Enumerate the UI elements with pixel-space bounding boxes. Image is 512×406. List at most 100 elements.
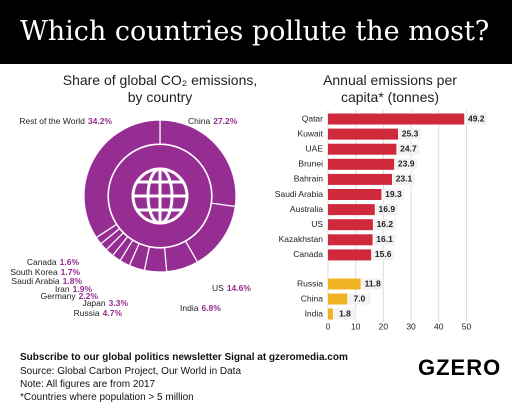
slice-value: 2.2% <box>79 291 99 301</box>
donut-slice <box>83 119 161 239</box>
y-tick-label: Saudi Arabia <box>275 189 323 199</box>
page-title: Which countries pollute the most? <box>0 0 512 64</box>
slice-label: China 27.2% <box>188 116 238 126</box>
value-label: 49.2 <box>468 113 485 123</box>
y-tick-label: India <box>305 308 324 318</box>
bar <box>328 128 399 140</box>
slice-value: 14.6% <box>227 283 252 293</box>
note: Note: All figures are from 2017 <box>20 379 156 390</box>
value-label: 11.8 <box>365 278 381 288</box>
value-label: 19.3 <box>385 189 402 199</box>
bar <box>328 204 375 216</box>
value-label-bg <box>333 308 356 320</box>
slice-label: Germany 2.2% <box>41 291 99 301</box>
value-label-bg <box>465 113 488 125</box>
slice-label: India 6.8% <box>180 303 221 313</box>
slice-label: Rest of the World 34.2% <box>19 116 112 126</box>
bar <box>328 143 397 155</box>
value-label: 23.1 <box>396 174 413 184</box>
slice-name: Japan <box>82 298 105 308</box>
bar <box>328 173 392 185</box>
x-tick-label: 10 <box>351 321 361 331</box>
bar <box>328 113 465 125</box>
x-tick-label: 20 <box>379 321 389 331</box>
slice-name: South Korea <box>10 267 58 277</box>
slice-name: Rest of the World <box>19 116 85 126</box>
value-label: 16.9 <box>379 204 396 214</box>
slice-name: Saudi Arabia <box>11 276 59 286</box>
x-tick-label: 30 <box>406 321 416 331</box>
bar <box>328 158 395 170</box>
slice-label: US 14.6% <box>212 283 251 293</box>
slice-label: Canada 1.6% <box>27 257 80 267</box>
y-tick-label: US <box>311 219 323 229</box>
y-tick-label: Canada <box>293 249 323 259</box>
value-label-bg <box>373 234 396 246</box>
slice-value: 4.7% <box>103 308 123 318</box>
y-tick-label: Kazakhstan <box>279 234 324 244</box>
bar <box>328 234 373 246</box>
slice-value: 1.7% <box>61 267 81 277</box>
value-label: 25.3 <box>402 128 419 138</box>
bar <box>328 189 382 200</box>
slice-name: Iran <box>55 284 70 294</box>
x-tick-label: 0 <box>326 321 331 331</box>
bar <box>328 278 361 290</box>
value-label: 16.2 <box>377 219 394 229</box>
slice-value: 6.8% <box>201 303 221 313</box>
slice-value: 1.6% <box>60 257 80 267</box>
value-label: 1.8 <box>339 308 351 318</box>
slice-name: Russia <box>74 308 100 318</box>
slice-label: Japan 3.3% <box>82 298 128 308</box>
value-label: 15.6 <box>375 249 392 259</box>
y-tick-label: Bahrain <box>294 174 324 184</box>
value-label-bg <box>375 204 398 216</box>
logo: GZERO <box>418 355 502 380</box>
slice-value: 27.2% <box>213 116 238 126</box>
slice-value: 1.8% <box>63 276 83 286</box>
y-tick-label: UAE <box>306 143 324 153</box>
value-label-bg <box>348 293 371 305</box>
slice-value: 34.2% <box>88 116 113 126</box>
x-tick-label: 50 <box>462 321 472 331</box>
value-label: 16.1 <box>376 234 393 244</box>
slice-value: 3.3% <box>109 298 129 308</box>
x-tick-label: 40 <box>434 321 444 331</box>
value-label-bg <box>395 158 418 170</box>
value-label-bg <box>397 143 420 155</box>
bar <box>328 219 373 231</box>
value-label: 23.9 <box>398 159 415 169</box>
y-tick-label: Kuwait <box>297 128 323 138</box>
globe-icon <box>131 167 189 225</box>
slice-name: US <box>212 283 224 293</box>
value-label: 24.7 <box>400 143 417 153</box>
slice-label: South Korea 1.7% <box>10 267 80 277</box>
footnote: *Countries where population > 5 million <box>20 392 194 403</box>
slice-name: India <box>180 303 199 313</box>
y-tick-label: Brunei <box>298 159 323 169</box>
bar-title: Annual emissions per capita* (tonnes) <box>323 72 457 105</box>
value-label-bg <box>392 173 415 185</box>
subscribe: Subscribe to our global politics newslet… <box>20 352 348 363</box>
value-label-bg <box>361 278 384 290</box>
value-label-bg <box>382 189 405 200</box>
slice-name: Canada <box>27 257 57 267</box>
bar <box>328 308 333 320</box>
value-label: 7.0 <box>353 293 365 303</box>
value-label-bg <box>373 219 396 231</box>
slice-label: Russia 4.7% <box>74 308 123 318</box>
y-tick-label: Australia <box>290 204 323 214</box>
slice-name: Germany <box>41 291 77 301</box>
slice-label: Iran 1.9% <box>55 284 92 294</box>
donut-title: Share of global CO₂ emissions, by countr… <box>62 72 258 105</box>
y-tick-label: China <box>301 293 323 303</box>
slice-label: Saudi Arabia 1.8% <box>11 276 82 286</box>
value-label-bg <box>372 249 395 261</box>
slice-value: 1.9% <box>73 284 93 294</box>
bar <box>328 249 372 261</box>
y-tick-label: Russia <box>297 278 323 288</box>
source: Source: Global Carbon Project, Our World… <box>20 366 242 377</box>
slice-name: China <box>188 116 210 126</box>
